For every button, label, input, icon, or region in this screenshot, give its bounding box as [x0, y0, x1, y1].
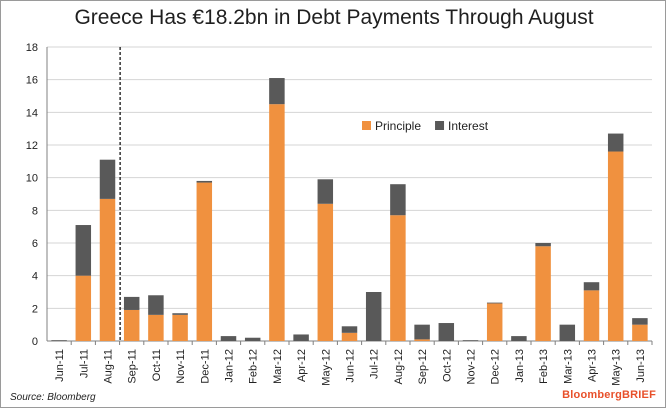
- bar-interest-oct-12: [438, 323, 455, 341]
- bar-interest-jan-12: [220, 336, 237, 341]
- bar-interest-oct-11: [148, 295, 164, 315]
- y-tick-label: 6: [32, 238, 38, 250]
- bar-principle-jul-11: [75, 275, 92, 341]
- legend-swatch-interest: [435, 121, 445, 130]
- bar-interest-sep-11: [123, 296, 140, 310]
- bar-principle-mar-12: [269, 104, 285, 342]
- legend-label-interest: Interest: [448, 119, 489, 133]
- x-tick-label: Nov-11: [175, 349, 187, 384]
- x-tick-label: Mar-13: [562, 349, 574, 384]
- bar-principle-dec-12: [486, 303, 503, 341]
- x-tick-label: Jun-13: [635, 349, 647, 383]
- bar-interest-mar-13: [559, 324, 576, 341]
- legend-swatch-principle: [362, 121, 371, 130]
- bar-interest-jan-13: [511, 336, 527, 341]
- bar-interest-mar-12: [269, 78, 285, 105]
- y-tick-label: 2: [32, 303, 38, 315]
- bar-interest-dec-11: [196, 180, 213, 183]
- bar-principle-dec-11: [196, 182, 213, 341]
- x-tick-label: Mar-12: [272, 349, 284, 384]
- x-tick-label: Nov-12: [466, 349, 478, 384]
- bar-interest-jun-12: [341, 326, 358, 333]
- y-tick-label: 0: [32, 336, 38, 348]
- bar-interest-apr-12: [293, 334, 309, 341]
- bar-interest-jul-12: [365, 292, 382, 341]
- bar-principle-aug-11: [99, 198, 116, 341]
- bar-interest-dec-12: [486, 302, 503, 304]
- y-tick-label: 4: [32, 271, 38, 283]
- y-tick-label: 14: [26, 107, 38, 119]
- bar-principle-aug-12: [390, 215, 406, 341]
- bar-interest-may-13: [607, 133, 624, 152]
- bar-interest-sep-12: [414, 324, 430, 340]
- x-tick-label: Dec-12: [490, 349, 502, 384]
- y-tick-label: 10: [26, 173, 38, 185]
- bar-principle-may-13: [607, 151, 624, 341]
- brand-logo: BloombergBRIEF: [562, 389, 656, 401]
- x-tick-label: Sep-12: [417, 349, 429, 384]
- x-tick-label: Dec-11: [199, 349, 211, 384]
- bar-interest-feb-13: [535, 243, 551, 247]
- bar-interest-nov-12: [462, 340, 479, 341]
- x-tick-label: Apr-13: [587, 349, 599, 382]
- x-tick-label: Jan-12: [224, 349, 236, 383]
- x-tick-label: Jun-11: [54, 349, 66, 382]
- bar-interest-aug-12: [390, 184, 406, 216]
- bar-principle-sep-12: [414, 339, 430, 341]
- bar-interest-jul-11: [75, 225, 92, 276]
- y-tick-label: 16: [26, 75, 38, 87]
- bar-interest-jun-11: [51, 340, 67, 341]
- x-tick-label: Jul-12: [369, 349, 381, 379]
- x-tick-label: Jul-11: [78, 349, 90, 378]
- x-tick-label: Apr-12: [296, 349, 308, 382]
- bar-principle-nov-11: [172, 314, 188, 341]
- x-tick-label: Aug-11: [103, 349, 115, 384]
- x-tick-label: May-13: [611, 349, 623, 386]
- bar-principle-apr-13: [583, 290, 600, 341]
- bar-interest-aug-11: [99, 159, 116, 199]
- x-tick-label: Aug-12: [393, 349, 405, 384]
- bar-principle-oct-11: [148, 314, 164, 341]
- bar-principle-feb-13: [535, 246, 551, 341]
- x-tick-label: Sep-11: [127, 349, 139, 384]
- bar-interest-jun-13: [632, 318, 648, 325]
- x-tick-label: Oct-11: [151, 349, 163, 381]
- bar-principle-jun-12: [341, 332, 358, 341]
- x-tick-label: May-12: [320, 349, 332, 386]
- bar-interest-nov-11: [172, 313, 188, 315]
- bar-principle-sep-11: [123, 309, 140, 341]
- x-tick-label: Jan-13: [514, 349, 526, 383]
- legend-label-principle: Principle: [375, 119, 421, 133]
- y-tick-label: 18: [26, 42, 38, 54]
- chart-title: Greece Has €18.2bn in Debt Payments Thro…: [74, 6, 594, 29]
- bar-interest-may-12: [317, 179, 334, 204]
- x-tick-label: Feb-13: [538, 349, 550, 384]
- x-tick-label: Feb-12: [248, 349, 260, 384]
- y-tick-label: 12: [26, 140, 38, 152]
- x-tick-label: Jun-12: [345, 349, 357, 383]
- bar-interest-apr-13: [583, 282, 600, 291]
- x-tick-label: Oct-12: [441, 349, 453, 382]
- bar-principle-jun-13: [632, 324, 648, 341]
- source-note: Source: Bloomberg: [10, 392, 96, 403]
- bar-interest-feb-12: [244, 337, 261, 341]
- bar-principle-may-12: [317, 203, 334, 341]
- y-tick-label: 8: [32, 205, 38, 217]
